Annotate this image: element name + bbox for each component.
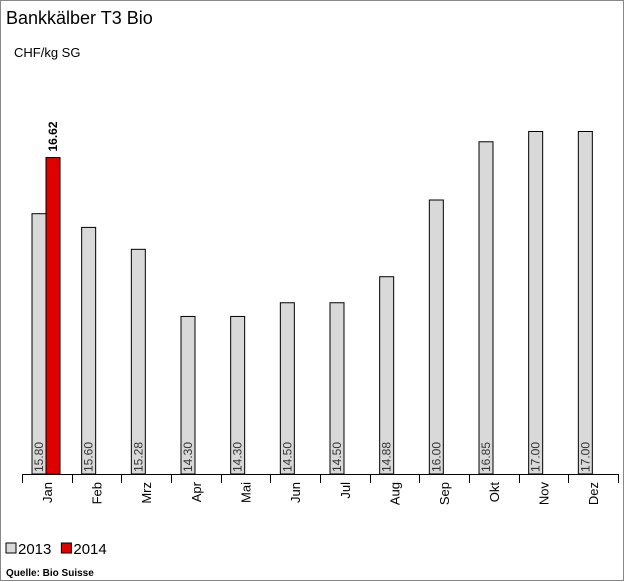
chart-title: Bankkälber T3 Bio [6,8,153,28]
value-label: 15.28 [131,442,145,472]
x-tick-label: Nov [537,482,552,506]
value-label: 14.50 [280,442,294,472]
value-label: 16.85 [479,442,493,472]
bar [279,302,295,475]
value-label: 15.60 [82,442,96,472]
bar [81,226,97,475]
source: Quelle: Bio Suisse [6,568,94,579]
x-tick-label: Mai [239,482,254,503]
value-label: 14.50 [330,442,344,472]
x-tick-label: Aug [388,482,403,505]
value-label: 14.30 [181,442,195,472]
bar [130,248,146,475]
bar [329,302,345,475]
x-tick-label: Sep [437,482,452,505]
bar [230,315,246,475]
bar [45,157,61,475]
x-tick-label: Apr [189,481,204,502]
value-label: 15.80 [32,442,46,472]
bar [577,131,593,475]
value-label: 17.00 [529,442,543,472]
legend-label: 2014 [73,541,106,558]
legend-swatch [60,542,72,554]
bar [478,141,494,475]
legend-label: 2013 [18,541,51,558]
value-label: 16.00 [429,442,443,472]
x-tick-label: Jun [288,482,303,503]
value-label: 17.00 [578,442,592,472]
chart-subtitle: CHF/kg SG [14,45,80,60]
value-label: 16.62 [46,121,60,151]
x-tick-label: Jan [40,482,55,503]
bar [31,213,47,475]
x-tick-label: Okt [487,482,502,503]
x-tick-label: Dez [586,482,601,505]
x-tick-label: Mrz [139,482,154,504]
value-label: 14.30 [231,442,245,472]
bar [379,276,395,475]
value-label: 14.88 [380,442,394,472]
legend-swatch [5,542,17,554]
x-tick-label: Feb [90,482,105,504]
bar [528,131,544,475]
bar [180,315,196,475]
bar [428,199,444,475]
x-tick-label: Jul [338,482,353,499]
